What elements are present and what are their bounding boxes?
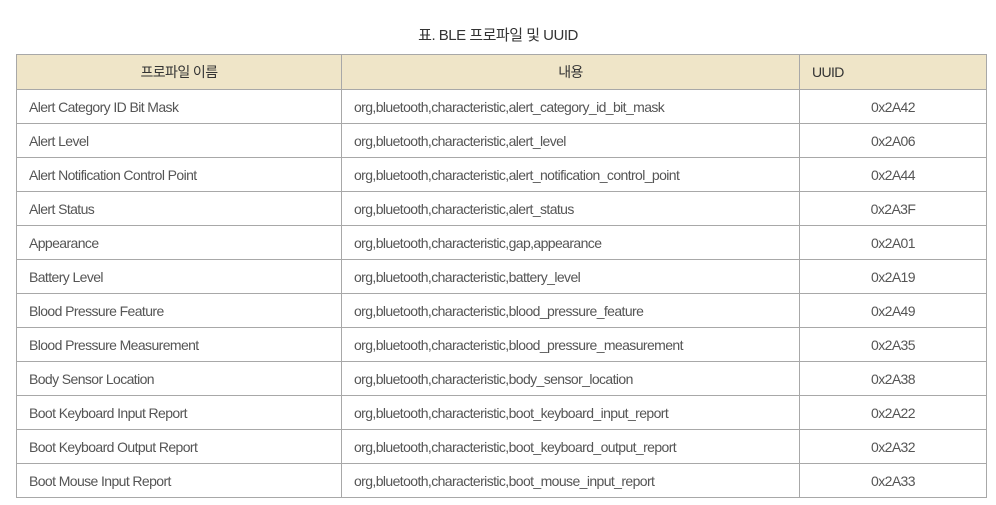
uuid-cell: 0x2A22 bbox=[799, 395, 987, 430]
content-cell: org,bluetooth,characteristic,alert_level bbox=[341, 123, 800, 158]
table-row: Alert Status org,bluetooth,characteristic… bbox=[16, 191, 987, 226]
profile-name-cell: Alert Level bbox=[16, 123, 342, 158]
table-row: Battery Level org,bluetooth,characteristi… bbox=[16, 259, 987, 294]
profile-name-cell: Appearance bbox=[16, 225, 342, 260]
table-row: Blood Pressure Measurement org,bluetooth,… bbox=[16, 327, 987, 362]
content-cell: org,bluetooth,characteristic,boot_keyboa… bbox=[341, 429, 800, 464]
content-cell: org,bluetooth,characteristic,body_sensor… bbox=[341, 361, 800, 396]
content-cell: org,bluetooth,characteristic,gap,appeara… bbox=[341, 225, 800, 260]
uuid-cell: 0x2A01 bbox=[799, 225, 987, 260]
content-cell: org,bluetooth,characteristic,boot_keyboa… bbox=[341, 395, 800, 430]
content-cell: org,bluetooth,characteristic,alert_statu… bbox=[341, 191, 800, 226]
profile-name-cell: Alert Category ID Bit Mask bbox=[16, 89, 342, 124]
uuid-cell: 0x2A35 bbox=[799, 327, 987, 362]
content-cell: org,bluetooth,characteristic,alert_categ… bbox=[341, 89, 800, 124]
header-content: 내용 bbox=[341, 54, 800, 90]
profile-name-cell: Boot Keyboard Input Report bbox=[16, 395, 342, 430]
uuid-cell: 0x2A44 bbox=[799, 157, 987, 192]
table-row: Blood Pressure Feature org,bluetooth,char… bbox=[16, 293, 987, 328]
profile-name-cell: Alert Status bbox=[16, 191, 342, 226]
table-row: Boot Keyboard Output Report org,bluetooth… bbox=[16, 429, 987, 464]
uuid-cell: 0x2A19 bbox=[799, 259, 987, 294]
header-uuid: UUID bbox=[799, 54, 987, 90]
profile-name-cell: Boot Mouse Input Report bbox=[16, 463, 342, 498]
content-cell: org,bluetooth,characteristic,boot_mouse_… bbox=[341, 463, 800, 498]
table-header-row: 프로파일 이름 내용 UUID bbox=[16, 54, 987, 90]
table-row: Boot Keyboard Input Report org,bluetooth,… bbox=[16, 395, 987, 430]
profile-name-cell: Body Sensor Location bbox=[16, 361, 342, 396]
table-row: Alert Level org,bluetooth,characteristic,… bbox=[16, 123, 987, 158]
content-cell: org,bluetooth,characteristic,blood_press… bbox=[341, 327, 800, 362]
uuid-cell: 0x2A38 bbox=[799, 361, 987, 396]
table-row: Boot Mouse Input Report org,bluetooth,cha… bbox=[16, 463, 987, 498]
ble-profile-table: 프로파일 이름 내용 UUID Alert Category ID Bit Ma… bbox=[16, 54, 987, 498]
table-title: 표. BLE 프로파일 및 UUID bbox=[418, 27, 578, 44]
content-cell: org,bluetooth,characteristic,battery_lev… bbox=[341, 259, 800, 294]
table-row: Alert Notification Control Point org,blue… bbox=[16, 157, 987, 192]
uuid-cell: 0x2A33 bbox=[799, 463, 987, 498]
profile-name-cell: Alert Notification Control Point bbox=[16, 157, 342, 192]
table-row: Alert Category ID Bit Mask org,bluetooth,… bbox=[16, 89, 987, 124]
profile-name-cell: Blood Pressure Feature bbox=[16, 293, 342, 328]
uuid-cell: 0x2A3F bbox=[799, 191, 987, 226]
uuid-cell: 0x2A06 bbox=[799, 123, 987, 158]
table-row: Body Sensor Location org,bluetooth,charac… bbox=[16, 361, 987, 396]
uuid-cell: 0x2A42 bbox=[799, 89, 987, 124]
table-row: Appearance org,bluetooth,characteristic,g… bbox=[16, 225, 987, 260]
profile-name-cell: Blood Pressure Measurement bbox=[16, 327, 342, 362]
profile-name-cell: Boot Keyboard Output Report bbox=[16, 429, 342, 464]
uuid-cell: 0x2A32 bbox=[799, 429, 987, 464]
uuid-cell: 0x2A49 bbox=[799, 293, 987, 328]
profile-name-cell: Battery Level bbox=[16, 259, 342, 294]
header-profile-name: 프로파일 이름 bbox=[16, 54, 342, 90]
content-cell: org,bluetooth,characteristic,alert_notif… bbox=[341, 157, 800, 192]
content-cell: org,bluetooth,characteristic,blood_press… bbox=[341, 293, 800, 328]
